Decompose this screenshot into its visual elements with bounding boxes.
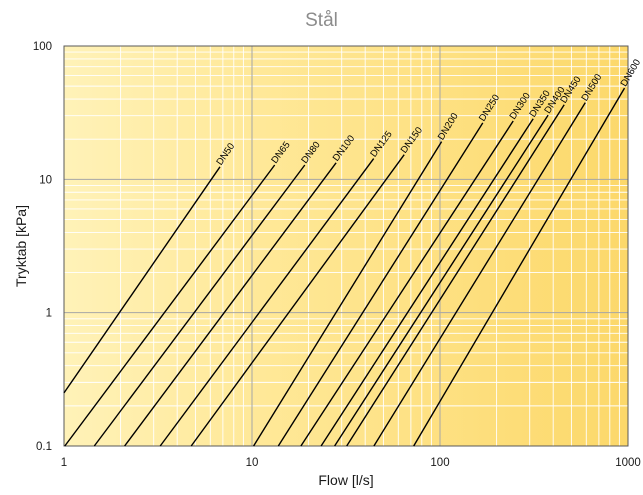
y-tick-label: 10 xyxy=(39,174,52,186)
x-tick-label: 10 xyxy=(246,457,259,469)
series-line-dn80 xyxy=(93,164,306,447)
plot-border xyxy=(63,45,629,447)
x-tick-label: 100 xyxy=(430,457,449,469)
series-line-dn300 xyxy=(300,120,514,447)
series-lines xyxy=(63,87,626,447)
plot-background xyxy=(64,46,628,446)
series-line-dn250 xyxy=(277,122,484,447)
series-line-dn400 xyxy=(334,114,549,447)
y-tick-labels: 0.1 1 10 100 xyxy=(33,41,52,453)
x-tick-label: 1 xyxy=(61,457,67,469)
series-line-dn50 xyxy=(63,166,221,394)
series-line-dn500 xyxy=(373,102,586,447)
minor-gridlines xyxy=(64,46,628,446)
y-tick-label: 0.1 xyxy=(36,441,52,453)
x-axis-label: Flow [l/s] xyxy=(318,472,374,488)
y-axis-label: Tryktab [kPa] xyxy=(13,205,29,287)
series-line-dn125 xyxy=(159,158,375,447)
series-line-dn450 xyxy=(346,104,565,447)
series-line-dn100 xyxy=(124,162,337,447)
series-line-dn600 xyxy=(413,87,626,447)
y-tick-label: 1 xyxy=(46,308,52,320)
series-line-dn150 xyxy=(190,154,405,447)
x-tick-labels: 1 10 100 1000 xyxy=(61,457,641,469)
series-line-dn350 xyxy=(320,118,534,447)
chart-title: Stål xyxy=(305,10,338,31)
series-line-dn200 xyxy=(253,141,443,447)
series-line-dn65 xyxy=(64,164,276,447)
x-tick-label: 1000 xyxy=(615,457,641,469)
y-tick-label: 100 xyxy=(33,41,52,53)
